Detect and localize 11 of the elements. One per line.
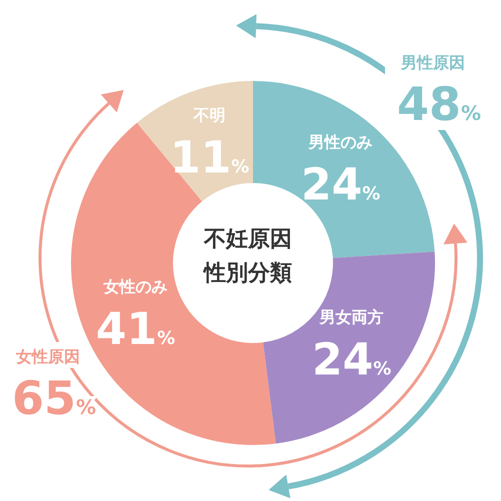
slice-label: 男性のみ: [308, 132, 373, 152]
data-label: 41%: [96, 304, 176, 355]
slice-label: 女性のみ: [102, 276, 168, 296]
data-label: 24%: [300, 160, 380, 211]
slice-label: 男女両方: [318, 308, 384, 327]
text: 不妊原因性別分類: [202, 227, 292, 286]
data-label: 24%: [312, 334, 392, 386]
text: 男性原因 48%: [396, 53, 482, 131]
slice-label: 不明: [192, 106, 226, 125]
data-label: 11%: [170, 132, 250, 184]
text: 女性原因 65%: [12, 347, 96, 425]
